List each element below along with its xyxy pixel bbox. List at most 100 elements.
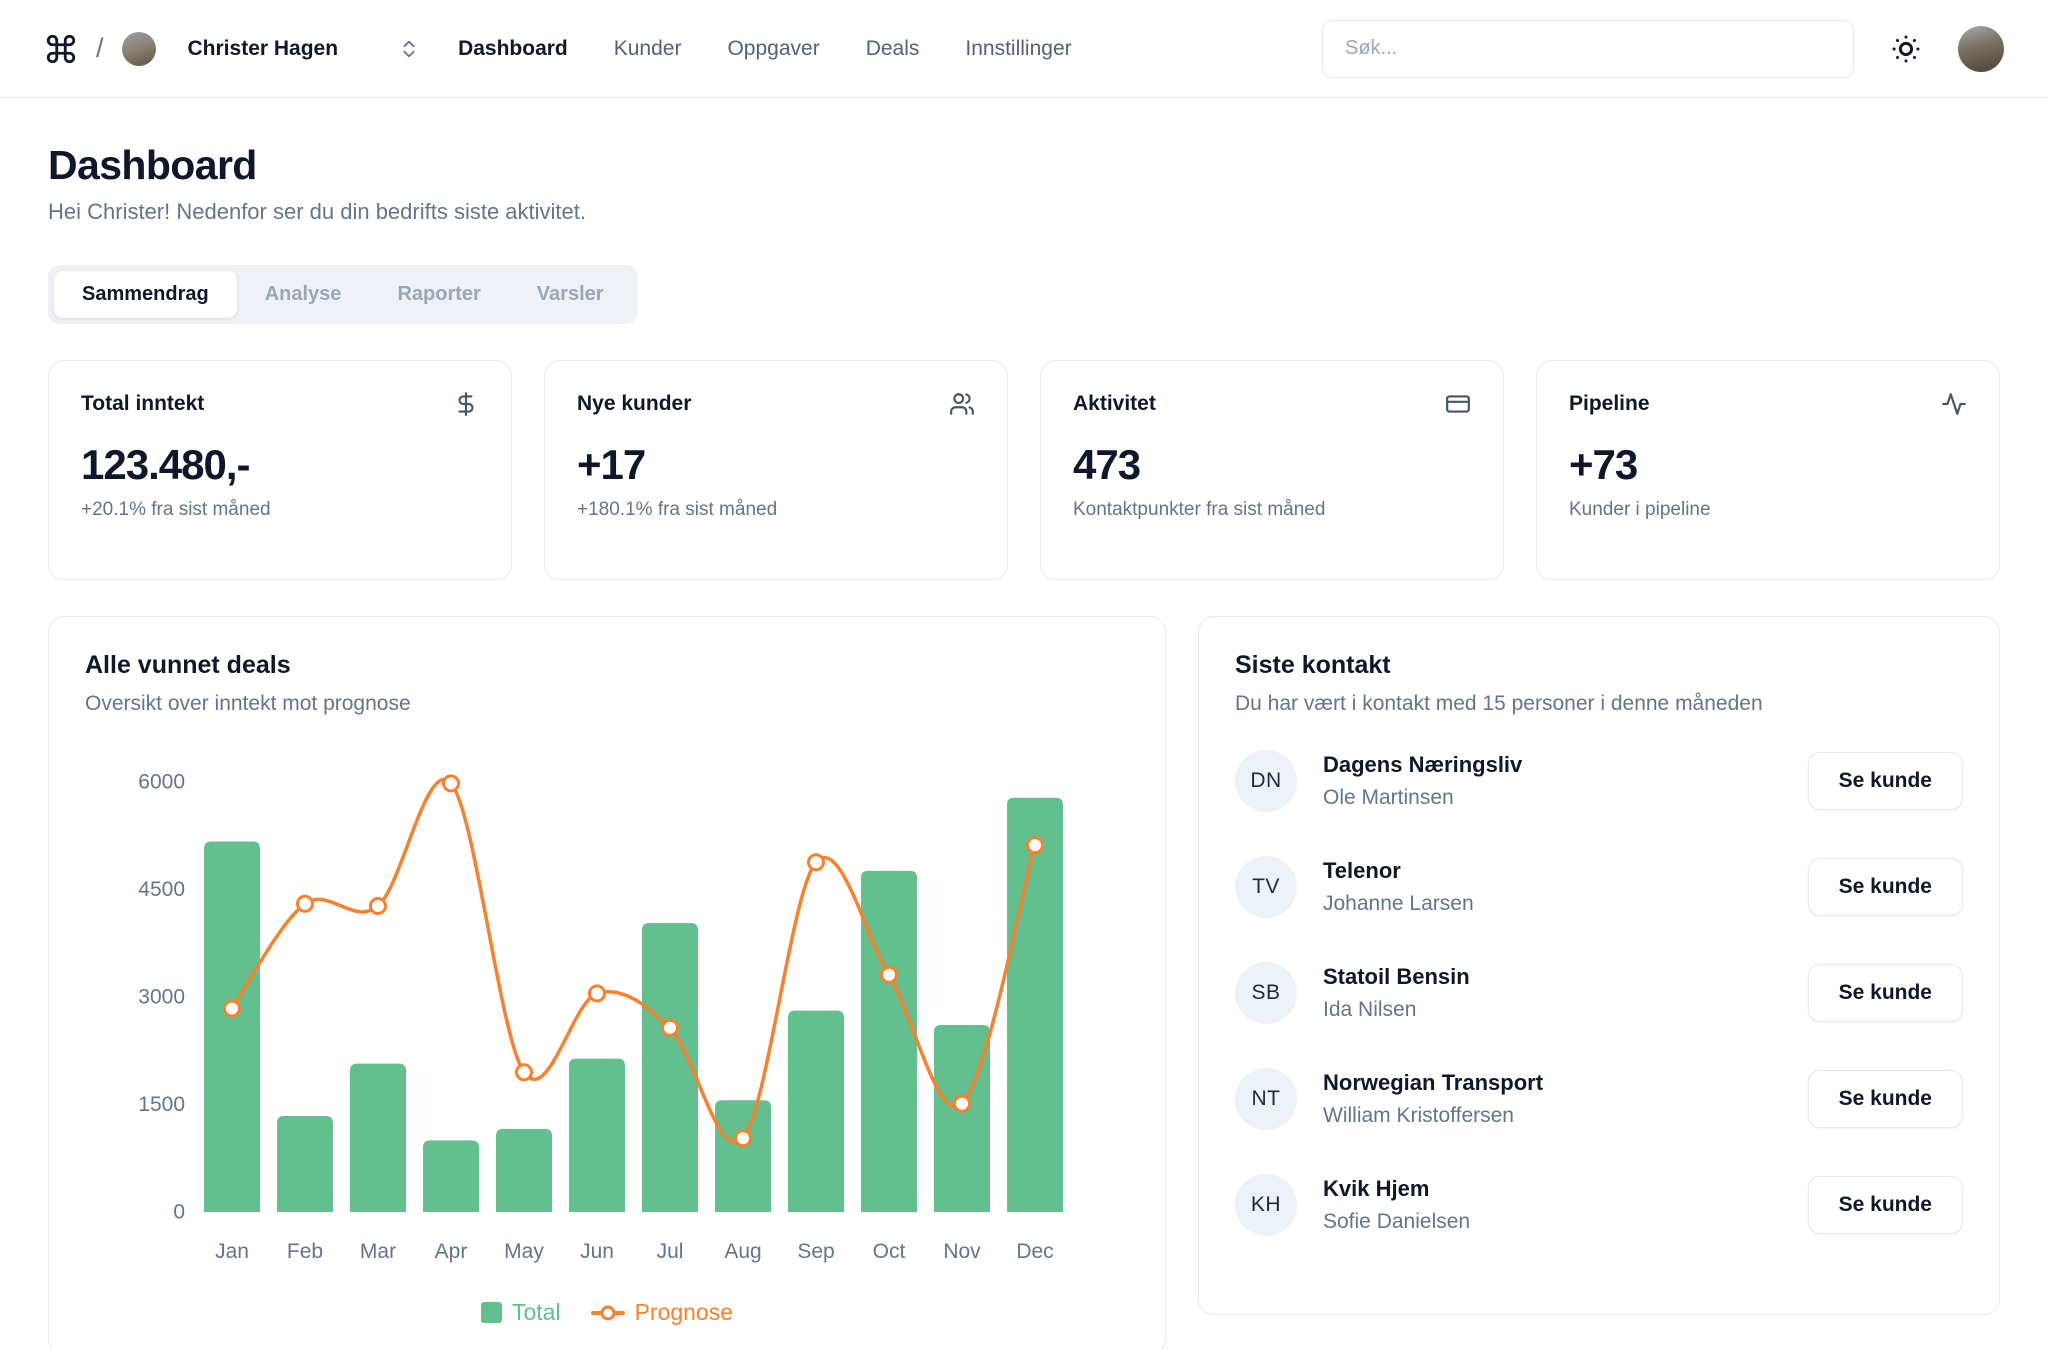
contact-company: Kvik Hjem xyxy=(1323,1176,1430,1201)
chevrons-up-down-icon[interactable] xyxy=(398,38,420,60)
contacts-title: Siste kontakt xyxy=(1235,651,1391,679)
x-axis-label: Aug xyxy=(724,1240,761,1263)
theme-toggle-sun-icon[interactable] xyxy=(1890,33,1922,65)
page-subtitle: Hei Christer! Nedenfor ser du din bedrif… xyxy=(48,199,587,224)
stat-card-total-inntekt: Total inntekt 123.480,- +20.1% fra sist … xyxy=(48,360,512,580)
chart-bar-may xyxy=(496,1128,552,1212)
contact-person: Ole Martinsen xyxy=(1323,786,1454,809)
prognose-point-aug xyxy=(734,1129,752,1148)
stat-subtext: +20.1% fra sist måned xyxy=(81,499,271,520)
contact-company: Telenor xyxy=(1323,858,1401,883)
stat-subtext: Kunder i pipeline xyxy=(1569,499,1711,520)
nav-item-innstillinger[interactable]: Innstillinger xyxy=(965,36,1072,60)
stat-title: Aktivitet xyxy=(1073,392,1156,415)
contact-company: Statoil Bensin xyxy=(1323,964,1470,989)
stat-value: 123.480,- xyxy=(81,441,250,488)
prognose-point-jun xyxy=(588,984,606,1003)
stat-cards: Total inntekt 123.480,- +20.1% fra sist … xyxy=(48,360,2000,580)
contact-company: Norwegian Transport xyxy=(1323,1070,1544,1095)
prognose-point-may xyxy=(515,1063,533,1082)
tab-raporter[interactable]: Raporter xyxy=(369,271,508,318)
se-kunde-button[interactable]: Se kunde xyxy=(1807,1070,1963,1128)
prognose-point-jan xyxy=(223,999,241,1018)
prognose-point-nov xyxy=(953,1094,971,1113)
breadcrumb-separator: / xyxy=(96,33,104,63)
contact-list: DN Dagens Næringsliv Ole Martinsen Se ku… xyxy=(1235,750,1963,1236)
brand: / Christer Hagen xyxy=(44,31,339,66)
y-axis-tick: 0 xyxy=(173,1201,185,1224)
se-kunde-button[interactable]: Se kunde xyxy=(1807,964,1963,1022)
nav-item-oppgaver[interactable]: Oppgaver xyxy=(727,36,820,60)
users-icon xyxy=(949,391,975,417)
se-kunde-button[interactable]: Se kunde xyxy=(1807,1176,1963,1234)
chart-bar-sep xyxy=(788,1010,844,1212)
se-kunde-button[interactable]: Se kunde xyxy=(1807,858,1963,916)
tab-sammendrag[interactable]: Sammendrag xyxy=(54,271,237,318)
contact-row-kvik-hjem: KH Kvik Hjem Sofie Danielsen Se kunde xyxy=(1235,1174,1963,1236)
stat-subtext: +180.1% fra sist måned xyxy=(577,499,778,520)
legend-prognose-label: Prognose xyxy=(634,1299,734,1325)
x-axis-label: Sep xyxy=(797,1240,834,1263)
y-axis-tick: 6000 xyxy=(138,771,185,794)
deals-chart-card: Alle vunnet deals Oversikt over inntekt … xyxy=(48,616,1166,1350)
chart-title: Alle vunnet deals xyxy=(85,651,291,679)
chart-bar-jun xyxy=(569,1058,625,1212)
stat-subtext: Kontaktpunkter fra sist måned xyxy=(1073,499,1326,520)
contacts-subtitle: Du har vært i kontakt med 15 personer i … xyxy=(1235,692,1763,715)
stat-value: 473 xyxy=(1073,441,1141,488)
contact-person: Sofie Danielsen xyxy=(1323,1210,1471,1233)
contact-person: Johanne Larsen xyxy=(1323,892,1474,915)
page-title: Dashboard xyxy=(48,142,257,188)
legend-total-swatch xyxy=(480,1302,502,1323)
x-axis-label: Dec xyxy=(1016,1240,1053,1263)
nav-item-deals[interactable]: Deals xyxy=(865,36,920,60)
contact-row-statoil-bensin: SB Statoil Bensin Ida Nilsen Se kunde xyxy=(1235,962,1963,1024)
dollar-icon xyxy=(453,391,479,417)
header-right xyxy=(1322,19,2004,78)
x-axis-label: May xyxy=(504,1240,544,1263)
search-input[interactable] xyxy=(1322,19,1854,78)
contact-person: William Kristoffersen xyxy=(1323,1104,1514,1127)
contact-initials-avatar: NT xyxy=(1235,1068,1297,1130)
stat-title: Nye kunder xyxy=(577,392,692,415)
tab-varsler[interactable]: Varsler xyxy=(509,271,632,318)
contact-person: Ida Nilsen xyxy=(1323,998,1417,1021)
chart-bar-oct xyxy=(861,870,917,1212)
stat-value: +73 xyxy=(1569,441,1638,488)
nav-item-dashboard[interactable]: Dashboard xyxy=(458,36,568,60)
credit-card-icon xyxy=(1445,391,1471,417)
top-navbar: / Christer Hagen Dashboard Kunder Oppgav… xyxy=(0,0,2048,98)
x-axis-label: Apr xyxy=(435,1240,468,1263)
chart-bar-jan xyxy=(204,841,260,1212)
stat-card-nye-kunder: Nye kunder +17 +180.1% fra sist måned xyxy=(544,360,1008,580)
activity-icon xyxy=(1941,391,1967,417)
prognose-line xyxy=(230,778,1037,1144)
contact-initials-avatar: TV xyxy=(1235,856,1297,918)
user-avatar-small[interactable] xyxy=(121,31,156,66)
contact-company: Dagens Næringsliv xyxy=(1323,752,1523,777)
stat-title: Total inntekt xyxy=(81,392,205,415)
prognose-point-mar xyxy=(369,897,387,915)
command-icon[interactable] xyxy=(44,32,78,66)
nav-item-kunder[interactable]: Kunder xyxy=(613,36,682,60)
page-content: Dashboard Hei Christer! Nedenfor ser du … xyxy=(0,142,2048,1350)
recent-contacts-card: Siste kontakt Du har vært i kontakt med … xyxy=(1198,616,2000,1315)
contact-row-norwegian-transport: NT Norwegian Transport William Kristoffe… xyxy=(1235,1068,1963,1130)
stat-value: +17 xyxy=(577,441,646,488)
chart-bar-apr xyxy=(423,1140,479,1212)
y-axis-tick: 4500 xyxy=(138,878,185,901)
se-kunde-button[interactable]: Se kunde xyxy=(1807,752,1963,810)
contact-initials-avatar: KH xyxy=(1235,1174,1297,1236)
profile-avatar[interactable] xyxy=(1958,25,2004,72)
y-axis-tick: 1500 xyxy=(138,1093,185,1116)
main-nav: Dashboard Kunder Oppgaver Deals Innstill… xyxy=(458,37,1072,61)
chart-bar-feb xyxy=(277,1115,333,1212)
x-axis-label: Nov xyxy=(943,1240,981,1263)
tab-analyse[interactable]: Analyse xyxy=(237,271,370,318)
stat-title: Pipeline xyxy=(1569,392,1650,415)
legend-prognose-marker xyxy=(590,1310,625,1315)
user-name[interactable]: Christer Hagen xyxy=(187,36,339,60)
chart-bar-dec xyxy=(1007,797,1063,1212)
x-axis-label: Oct xyxy=(873,1240,906,1263)
y-axis-tick: 3000 xyxy=(138,986,185,1009)
